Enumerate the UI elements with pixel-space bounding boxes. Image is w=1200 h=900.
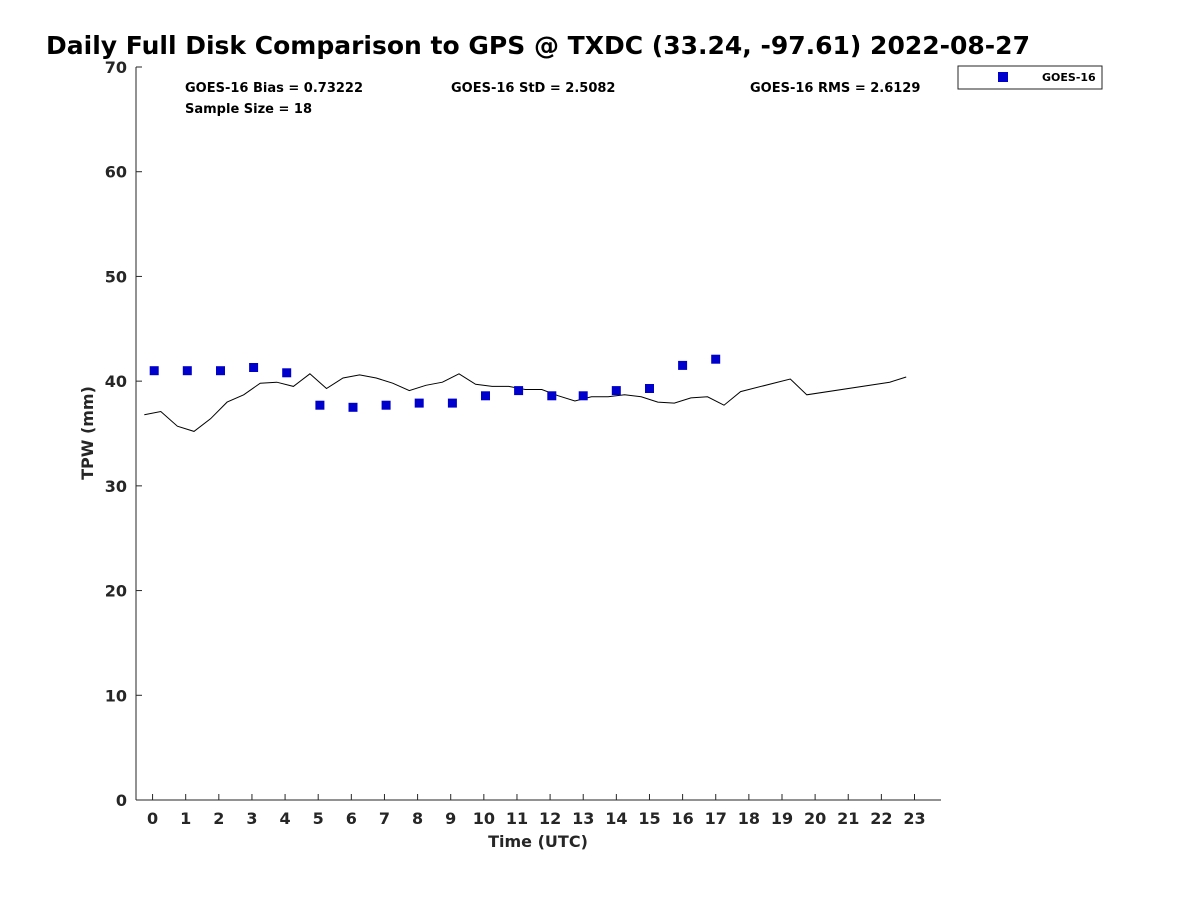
goes-16-point xyxy=(315,400,325,410)
goes-16-point xyxy=(578,391,588,401)
goes-16-point xyxy=(414,398,424,408)
x-tick-label: 9 xyxy=(445,809,456,828)
x-tick-label: 5 xyxy=(313,809,324,828)
x-tick-label: 4 xyxy=(280,809,291,828)
x-tick-label: 17 xyxy=(705,809,727,828)
x-tick-label: 15 xyxy=(638,809,660,828)
legend-marker-square xyxy=(998,72,1008,82)
x-ticks: 0 1 2 3 4 5 6 7 8 9 10 11 12 13 14 15 16 17 18 19 20 21 22 23 xyxy=(147,794,926,828)
x-tick-label: 10 xyxy=(473,809,495,828)
x-tick-label: 8 xyxy=(412,809,423,828)
y-tick-label: 20 xyxy=(105,582,127,601)
x-tick-label: 12 xyxy=(539,809,561,828)
x-tick-label: 23 xyxy=(903,809,925,828)
legend-box xyxy=(957,65,1103,90)
goes-16-point xyxy=(149,366,159,376)
x-tick-label: 21 xyxy=(837,809,859,828)
x-tick-label: 14 xyxy=(605,809,627,828)
goes-16-point xyxy=(348,402,358,412)
legend: GOES-16 xyxy=(957,65,1103,90)
y-tick-label: 0 xyxy=(116,791,127,810)
bias-stat: GOES-16 Bias = 0.73222 xyxy=(185,81,363,96)
y-tick-label: 40 xyxy=(105,372,127,391)
goes-16-point xyxy=(547,391,557,401)
goes-16-point xyxy=(645,384,654,393)
legend-label-goes-16: GOES-16 xyxy=(1042,71,1096,84)
sample-size-stat: Sample Size = 18 xyxy=(185,102,312,117)
x-tick-label: 11 xyxy=(506,809,528,828)
plot-axes xyxy=(135,67,941,801)
goes-16-point xyxy=(249,363,259,372)
x-tick-label: 18 xyxy=(738,809,760,828)
goes-16-point xyxy=(282,368,292,378)
goes-16-series xyxy=(149,354,721,412)
x-tick-label: 22 xyxy=(870,809,892,828)
x-tick-label: 1 xyxy=(180,809,191,828)
y-tick-label: 60 xyxy=(105,163,127,182)
x-tick-label: 6 xyxy=(346,809,357,828)
goes-16-point xyxy=(481,391,490,401)
x-tick-label: 13 xyxy=(572,809,594,828)
y-tick-label: 30 xyxy=(105,477,127,496)
gps-series-line xyxy=(144,373,907,432)
chart-title: Daily Full Disk Comparison to GPS @ TXDC… xyxy=(46,31,1030,60)
y-axis-label: TPW (mm) xyxy=(78,386,97,480)
goes-16-point xyxy=(678,360,688,370)
x-tick-label: 19 xyxy=(771,809,793,828)
x-tick-label: 16 xyxy=(671,809,693,828)
y-tick-label: 50 xyxy=(105,267,127,286)
x-tick-label: 7 xyxy=(379,809,390,828)
x-tick-label: 2 xyxy=(213,809,224,828)
x-axis-label: Time (UTC) xyxy=(488,832,588,851)
x-tick-label: 20 xyxy=(804,809,826,828)
y-tick-label: 70 xyxy=(105,58,127,77)
goes-16-point xyxy=(381,400,391,410)
goes-16-point xyxy=(514,386,524,396)
goes-16-point xyxy=(711,354,721,364)
goes-16-point xyxy=(447,398,457,408)
x-tick-label: 3 xyxy=(246,809,257,828)
y-tick-label: 10 xyxy=(105,686,127,705)
rms-stat: GOES-16 RMS = 2.6129 xyxy=(750,81,920,96)
y-ticks: 0 10 20 30 40 50 60 70 xyxy=(105,58,142,810)
gps-line-series xyxy=(144,373,907,432)
std-stat: GOES-16 StD = 2.5082 xyxy=(451,81,615,96)
goes-16-point xyxy=(182,366,192,376)
goes-16-point xyxy=(611,386,621,396)
x-tick-label: 0 xyxy=(147,809,158,828)
goes-16-point xyxy=(216,366,225,376)
